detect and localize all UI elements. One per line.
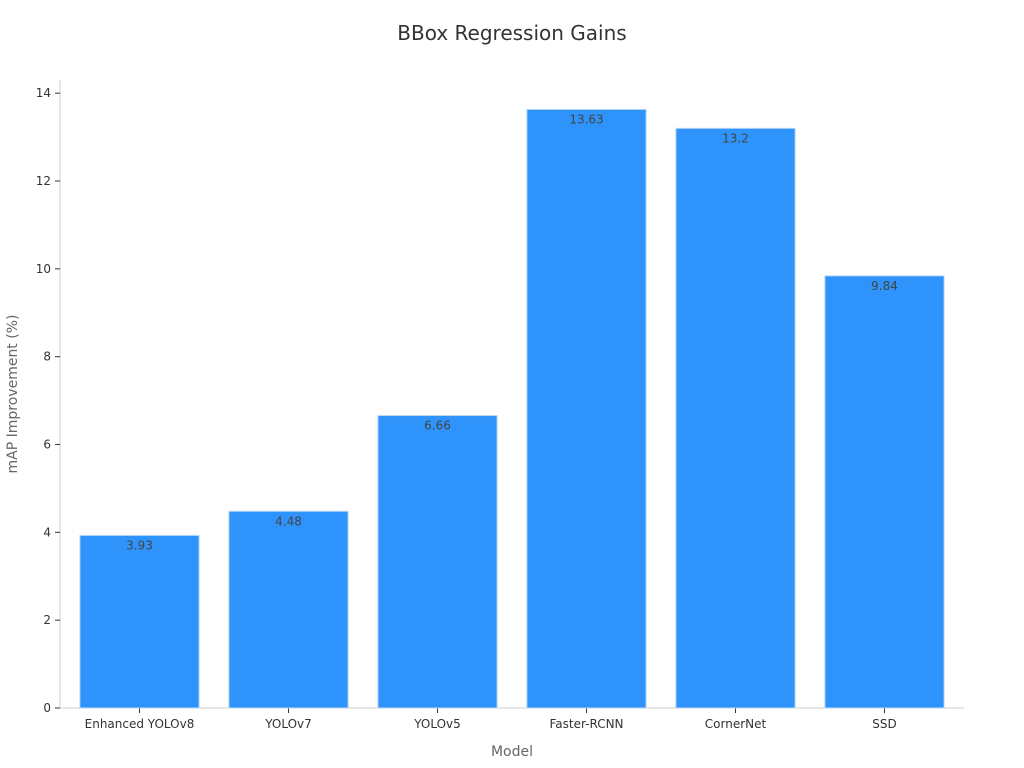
data-labels-group: 3.93 4.48 6.66 13.63 13.2 9.84: [126, 112, 898, 552]
y-tick-label: 4: [43, 525, 51, 539]
y-tick-label: 8: [43, 350, 51, 364]
bar: [526, 108, 647, 709]
x-axis: Enhanced YOLOv8 YOLOv7 YOLOv5 Faster-RCNN Co…: [60, 707, 964, 731]
bar: [79, 534, 200, 709]
bar: [824, 275, 945, 709]
y-tick-label: 10: [36, 262, 51, 276]
x-tick-label: CornerNet: [705, 717, 767, 731]
y-tick-label: 0: [43, 701, 51, 715]
data-label: 4.48: [275, 514, 302, 528]
data-label: 3.93: [126, 538, 153, 552]
data-label: 13.63: [569, 112, 603, 126]
x-tick-label: Enhanced YOLOv8: [85, 717, 195, 731]
bar: [228, 510, 349, 709]
y-axis: 0 2 4 6 8 10 12 14: [36, 80, 61, 715]
chart-title: BBox Regression Gains: [397, 21, 626, 45]
y-tick-label: 12: [36, 174, 51, 188]
y-axis-title: mAP Improvement (%): [5, 315, 21, 474]
y-tick-label: 2: [43, 613, 51, 627]
data-label: 13.2: [722, 131, 749, 145]
bar: [675, 127, 796, 709]
bar: [377, 415, 498, 709]
x-tick-label: YOLOv7: [264, 717, 312, 731]
x-tick-label: SSD: [872, 717, 896, 731]
x-axis-title: Model: [491, 744, 533, 760]
x-tick-label: YOLOv5: [413, 717, 461, 731]
data-label: 9.84: [871, 279, 898, 293]
bars-group: [79, 108, 945, 709]
x-tick-label: Faster-RCNN: [549, 717, 623, 731]
y-tick-label: 14: [36, 86, 51, 100]
data-label: 6.66: [424, 419, 451, 433]
y-tick-label: 6: [43, 438, 51, 452]
